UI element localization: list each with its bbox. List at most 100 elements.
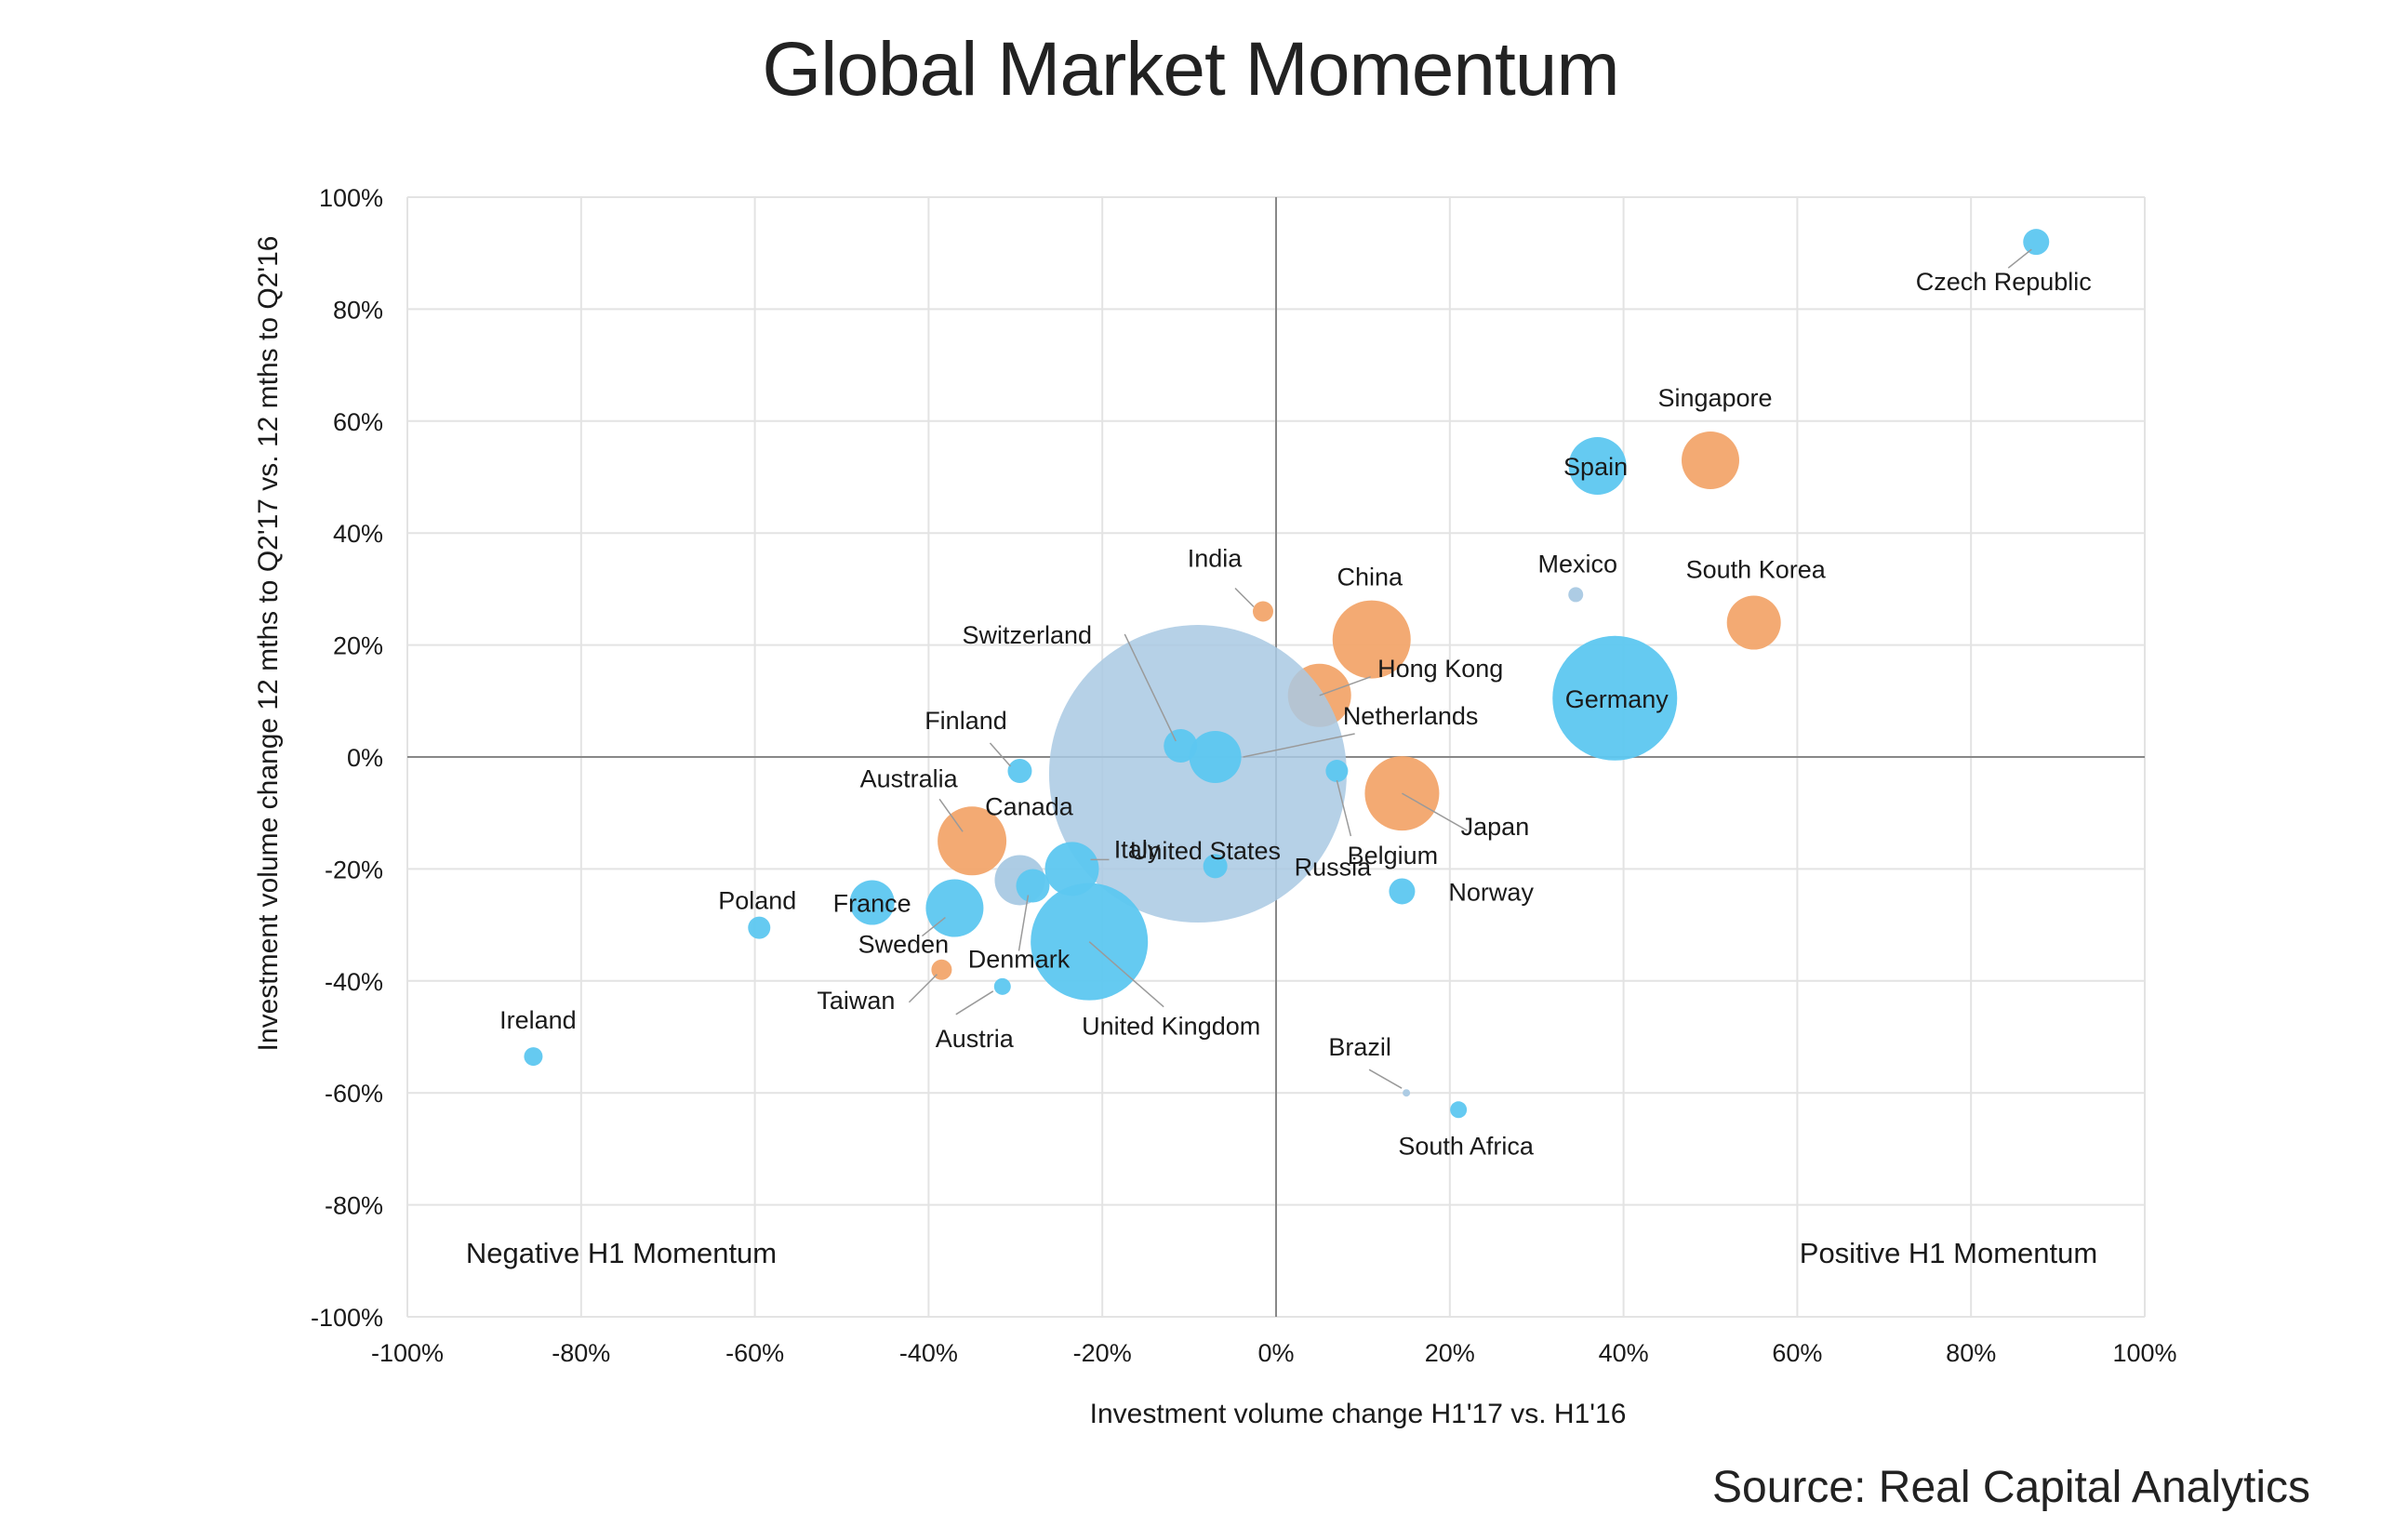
bubble-italy: [1044, 842, 1099, 896]
point-label: Canada: [985, 792, 1074, 820]
y-tick-label: 20%: [333, 632, 383, 660]
bubble-switzerland: [1164, 728, 1198, 763]
label-layer: Czech Republic Singapore Spain Mexico South …: [499, 268, 2092, 1160]
leader-line: [1243, 733, 1355, 758]
point-label: South Africa: [1398, 1132, 1535, 1160]
bubble-finland: [1007, 759, 1032, 784]
leader-line: [1402, 792, 1468, 831]
y-tick-label: 60%: [333, 408, 383, 436]
point-label: Italy: [1114, 835, 1161, 863]
y-tick-label: -40%: [325, 968, 383, 996]
point-label: Mexico: [1537, 550, 1617, 578]
bubble-united-kingdom: [1031, 883, 1149, 1001]
y-tick-label: -100%: [311, 1304, 383, 1332]
axes-layer: -100% -80% -60% -40% -20% 0% 20% 40% 60% 80% 100% 1…: [311, 184, 2177, 1367]
leader-line: [1319, 676, 1371, 697]
leader-line: [1368, 1069, 1403, 1089]
point-label: Australia: [860, 764, 959, 792]
point-label: Brazil: [1328, 1033, 1391, 1061]
point-label: Ireland: [499, 1006, 577, 1034]
point-label: Singapore: [1657, 384, 1772, 412]
source-note: Source: Real Capital Analytics: [1712, 1463, 2310, 1512]
x-tick-label: -20%: [1073, 1339, 1132, 1367]
leader-line: [955, 990, 994, 1016]
bubble-france: [849, 880, 895, 925]
point-label: United States: [1130, 837, 1281, 865]
bubble-brazil: [1403, 1089, 1411, 1097]
x-tick-label: 100%: [2112, 1339, 2176, 1367]
x-tick-label: -60%: [725, 1339, 784, 1367]
y-tick-label: -20%: [325, 856, 383, 883]
leader-line: [989, 742, 1012, 767]
bubble-denmark: [1016, 869, 1050, 903]
y-tick-label: -60%: [325, 1080, 383, 1108]
y-tick-label: 0%: [347, 744, 383, 772]
y-tick-label: 100%: [319, 184, 383, 212]
leader-line: [921, 916, 946, 937]
leader-line: [1336, 779, 1352, 837]
bubble-russia: [1203, 854, 1228, 879]
y-axis-label: Investment volume change 12 mths to Q2'1…: [253, 236, 284, 1052]
bubble-south-korea: [1726, 595, 1781, 650]
point-label: Switzerland: [962, 621, 1092, 649]
point-label: Poland: [718, 887, 796, 915]
point-label: China: [1337, 564, 1403, 591]
point-label: Japan: [1461, 813, 1530, 841]
point-label: Netherlands: [1343, 702, 1479, 730]
point-label: Spain: [1563, 453, 1628, 481]
bubble-poland: [748, 916, 771, 939]
x-tick-label: -40%: [899, 1339, 958, 1367]
y-tick-label: -80%: [325, 1192, 383, 1220]
point-label: Denmark: [968, 945, 1071, 973]
point-label: Norway: [1448, 878, 1534, 906]
x-tick-label: 40%: [1599, 1339, 1649, 1367]
bubble-czech-republic: [2023, 229, 2050, 256]
bubble-germany: [1552, 635, 1678, 761]
x-tick-label: -80%: [552, 1339, 610, 1367]
bubble-norway: [1389, 878, 1416, 905]
point-label: South Korea: [1686, 556, 1827, 584]
leader-line: [938, 798, 964, 832]
leader-line: [1234, 587, 1255, 608]
x-axis-label: Investment volume change H1'17 vs. H1'16: [1090, 1399, 1627, 1429]
x-tick-label: -100%: [371, 1339, 444, 1367]
x-tick-label: 80%: [1946, 1339, 1996, 1367]
x-tick-label: 60%: [1772, 1339, 1822, 1367]
leader-line: [1018, 895, 1030, 951]
bubble-sweden: [925, 879, 984, 937]
bubble-mexico: [1568, 587, 1584, 603]
point-label: India: [1188, 544, 1244, 572]
point-label: Sweden: [858, 931, 950, 959]
bubble-china: [1332, 600, 1411, 679]
quadrant-label-positive: Positive H1 Momentum: [1800, 1237, 2097, 1269]
bubble-layer: [524, 229, 2050, 1119]
point-label: Czech Republic: [1916, 268, 2092, 296]
bubble-ireland: [524, 1047, 543, 1067]
point-label: United Kingdom: [1082, 1013, 1260, 1041]
x-tick-label: 20%: [1425, 1339, 1475, 1367]
leader-line: [2007, 248, 2032, 269]
point-label: Austria: [936, 1025, 1015, 1053]
bubble-austria: [993, 977, 1011, 995]
point-label: France: [833, 890, 911, 918]
point-label: Taiwan: [817, 987, 895, 1015]
quadrant-label-negative: Negative H1 Momentum: [466, 1237, 777, 1269]
point-label: Russia: [1295, 853, 1373, 881]
x-tick-label: 0%: [1257, 1339, 1294, 1367]
y-tick-label: 80%: [333, 296, 383, 324]
bubble-spain: [1568, 436, 1627, 495]
bubble-india: [1252, 601, 1273, 622]
leader-line: [1124, 633, 1177, 742]
bubble-australia: [938, 806, 1007, 876]
leader-line-layer: [908, 248, 2032, 1089]
bubble-south-africa: [1450, 1101, 1468, 1119]
y-tick-label: 40%: [333, 520, 383, 548]
leader-line: [908, 974, 938, 1003]
point-label: Germany: [1565, 685, 1669, 713]
chart-title: Global Market Momentum: [762, 27, 1619, 112]
bubble-netherlands: [1189, 731, 1242, 783]
point-label: Hong Kong: [1377, 655, 1503, 683]
bubble-singapore: [1682, 431, 1739, 489]
point-label: Belgium: [1348, 842, 1439, 870]
